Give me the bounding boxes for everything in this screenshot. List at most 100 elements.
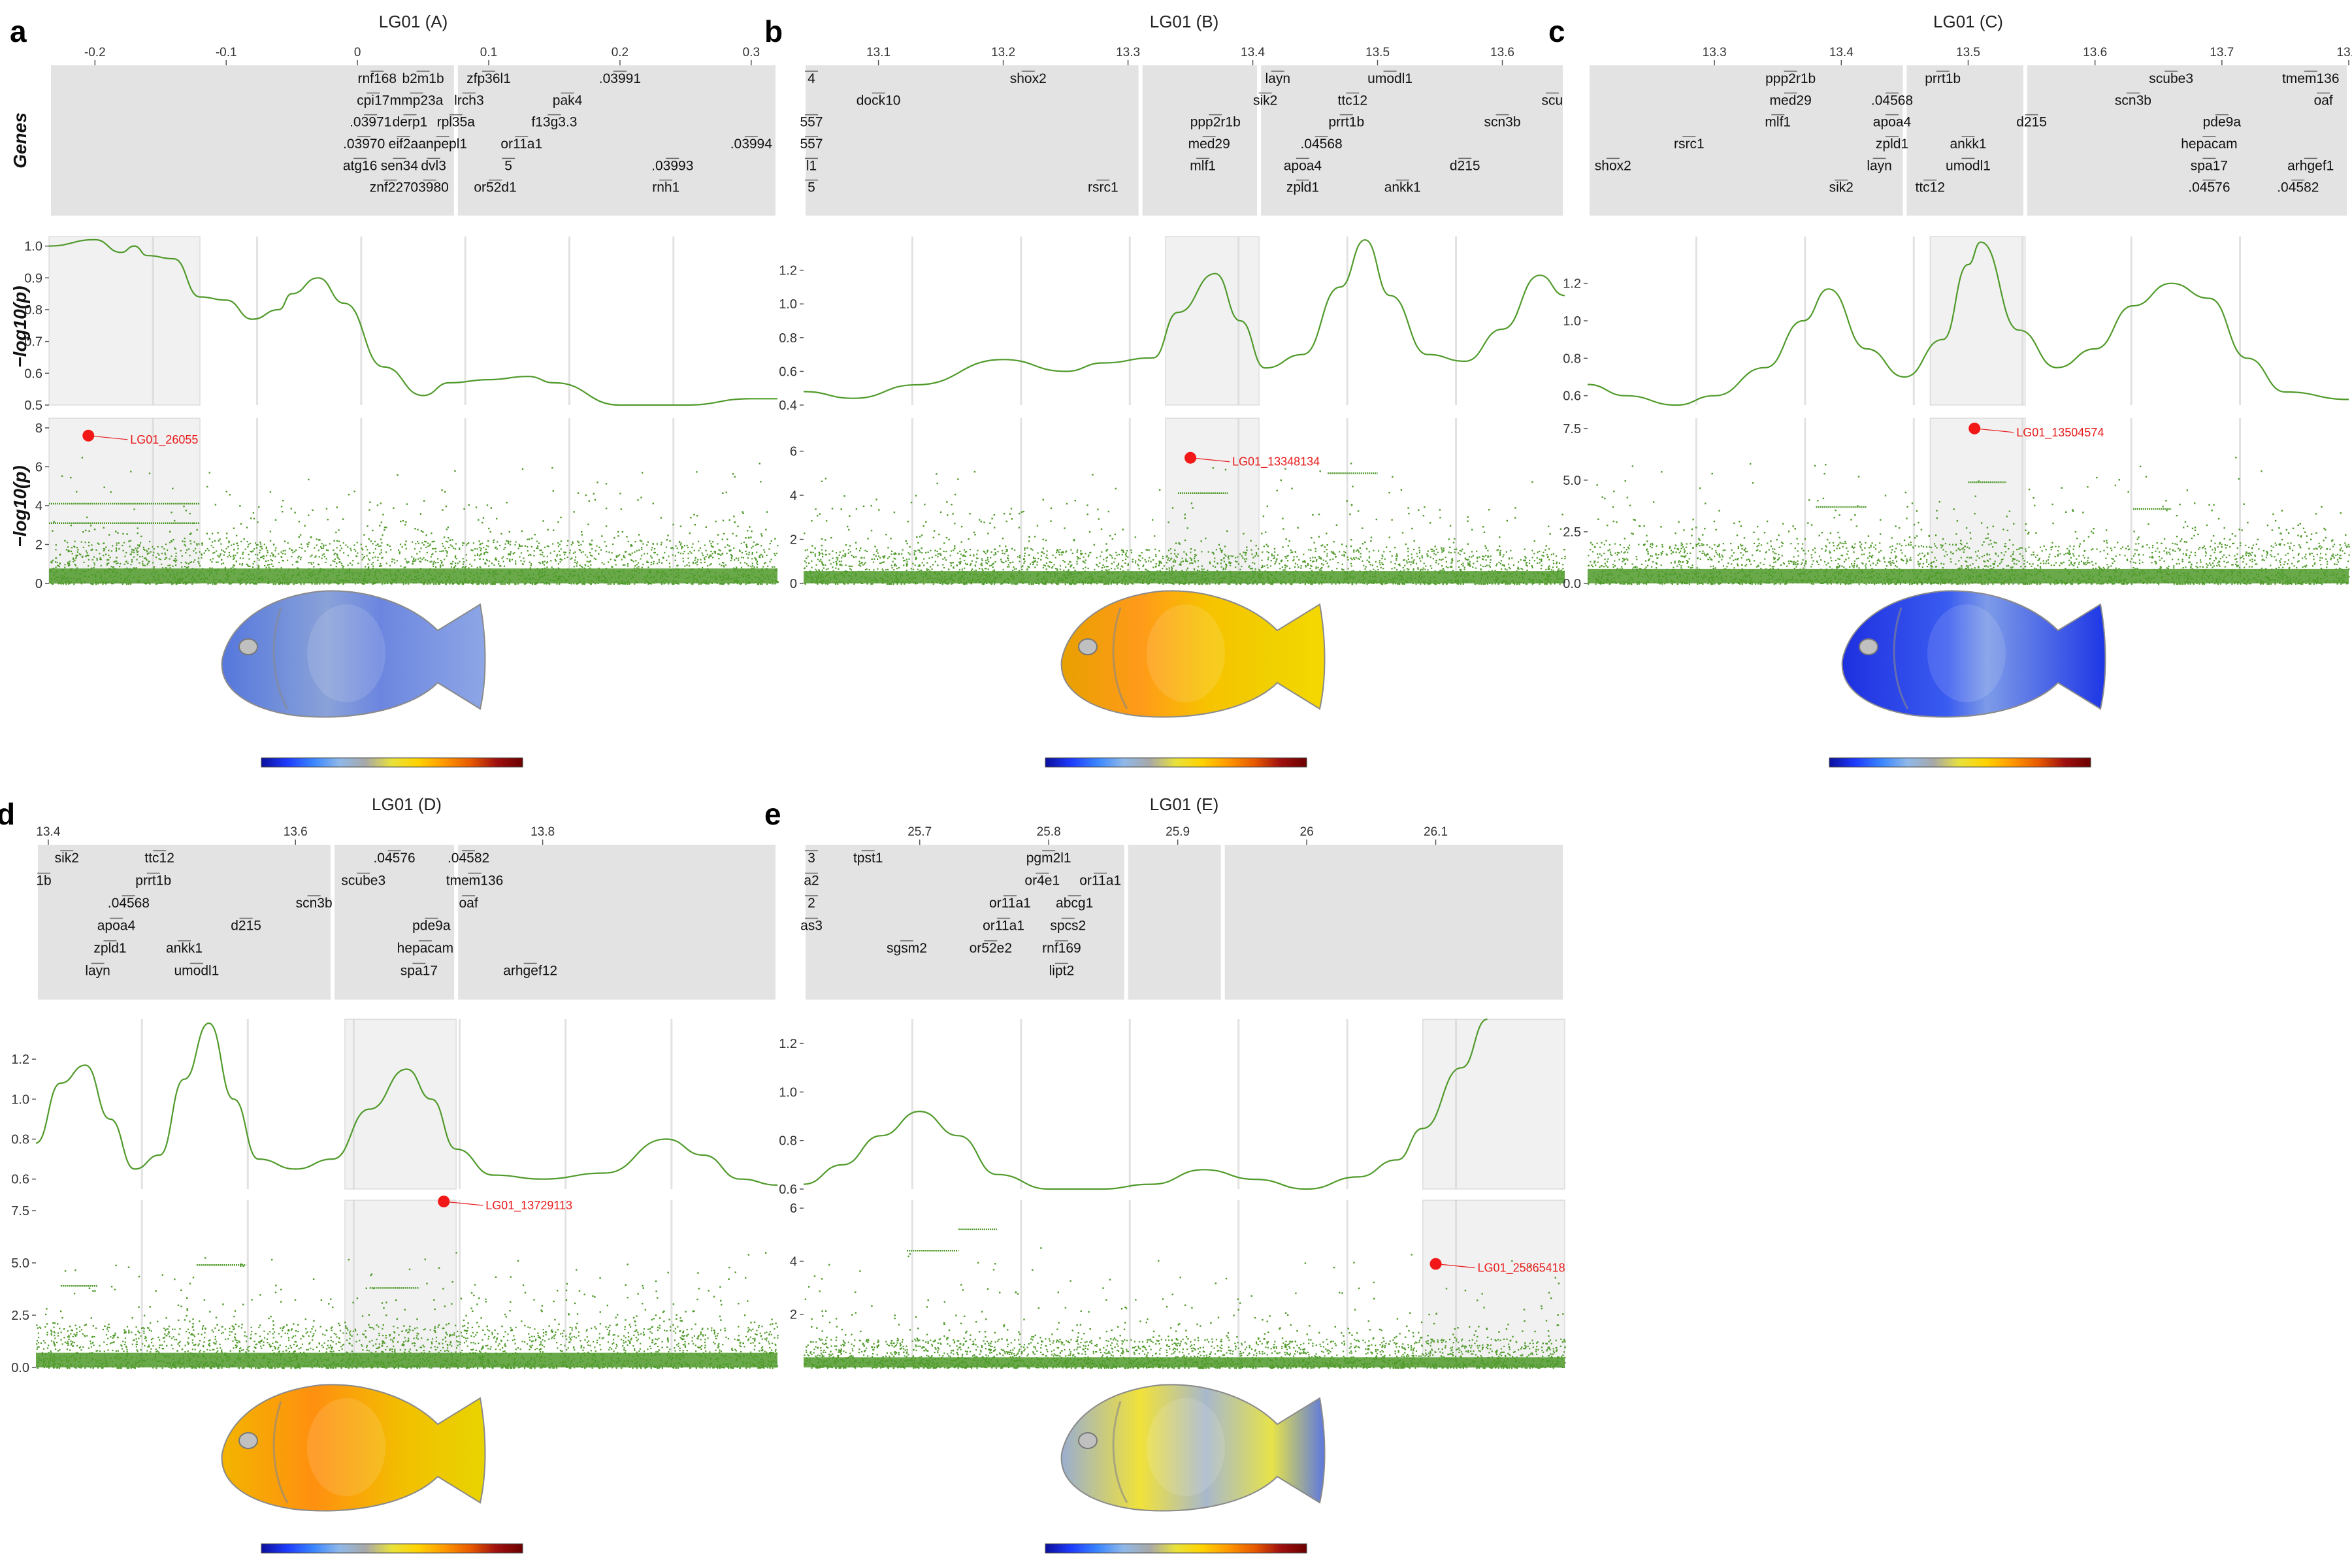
snp-point	[67, 542, 69, 544]
snp-point	[474, 548, 476, 550]
snp-point	[217, 555, 219, 557]
snp-point	[269, 555, 271, 557]
snp-point	[1166, 555, 1168, 557]
snp-point	[1491, 583, 1494, 585]
snp-point	[706, 553, 708, 555]
snp-point	[1351, 559, 1353, 561]
snp-point	[1190, 562, 1192, 564]
snp-point	[1536, 557, 1538, 559]
snp-point	[1432, 558, 1434, 560]
snp-point	[697, 559, 699, 561]
snp-point	[1013, 583, 1015, 585]
snp-point	[117, 532, 119, 534]
fish-gill-line	[272, 607, 289, 710]
snp-point	[222, 562, 225, 564]
snp-point	[589, 567, 591, 569]
snp-point	[251, 551, 253, 553]
y-tick-label: 2	[35, 538, 42, 552]
snp-point	[1478, 556, 1480, 558]
gene-label: or11a1	[500, 137, 542, 152]
fish-body-shade	[307, 604, 385, 702]
snp-point	[926, 562, 928, 564]
snp-point	[1294, 566, 1296, 568]
snp-point	[956, 564, 958, 566]
snp-point	[932, 583, 934, 585]
snp-point	[337, 583, 339, 585]
snp-point	[1102, 564, 1104, 566]
snp-point	[873, 554, 875, 556]
snp-point	[270, 559, 272, 561]
snp-point	[347, 555, 349, 557]
snp-point	[361, 583, 363, 585]
snp-point	[1448, 551, 1450, 553]
snp-point	[188, 548, 190, 550]
snp-point	[650, 555, 652, 557]
snp-point	[535, 583, 537, 585]
snp-point	[248, 544, 250, 546]
snp-point	[1076, 563, 1078, 565]
snp-point	[677, 583, 679, 585]
snp-point	[900, 583, 902, 585]
y-tick-label: 0.6	[779, 365, 797, 379]
snp-point	[539, 549, 541, 551]
snp-point	[683, 545, 685, 547]
snp-point	[190, 543, 192, 545]
snp-point	[576, 583, 578, 585]
snp-point	[1429, 556, 1431, 558]
snp-point	[522, 563, 524, 565]
snp-point	[278, 553, 280, 555]
snp-point	[1160, 562, 1162, 564]
snp-point	[1147, 570, 1149, 572]
snp-point	[447, 527, 449, 529]
snp-point	[538, 542, 540, 544]
snp-point	[1461, 550, 1463, 552]
fish-body	[221, 590, 486, 718]
snp-point	[1442, 558, 1444, 560]
snp-point	[629, 553, 630, 555]
snp-point	[385, 563, 387, 564]
snp-point	[132, 549, 134, 551]
snp-point	[265, 560, 267, 562]
snp-point	[756, 562, 758, 564]
gene-label: b2m1b	[402, 71, 444, 86]
snp-point	[417, 529, 419, 531]
snp-point	[68, 563, 71, 564]
snp-point	[363, 583, 365, 585]
snp-point	[366, 555, 368, 557]
y-tick-label: 1.2	[779, 264, 797, 278]
snp-point	[77, 549, 79, 551]
snp-point	[1248, 566, 1250, 568]
snp-point	[1421, 557, 1423, 559]
snp-point	[433, 563, 434, 565]
snp-point	[129, 553, 131, 555]
snp-point	[1271, 583, 1273, 585]
snp-point	[521, 545, 523, 547]
snp-point	[93, 556, 95, 558]
snp-point	[336, 540, 338, 542]
snp-point	[441, 561, 443, 563]
snp-point	[960, 561, 962, 563]
snp-point	[438, 583, 441, 585]
snp-point	[336, 547, 338, 549]
snp-point	[457, 583, 459, 585]
snp-point	[893, 557, 895, 559]
snp-point	[423, 557, 425, 559]
snp-point	[126, 533, 128, 535]
snp-point	[646, 561, 648, 563]
snp-point	[912, 568, 915, 570]
snp-point	[146, 564, 148, 566]
snp-point	[228, 554, 231, 556]
snp-point	[1139, 555, 1141, 557]
snp-point	[141, 555, 144, 557]
snp-point	[217, 532, 219, 534]
gene-label: ankk1	[1384, 180, 1421, 195]
snp-point	[722, 519, 725, 521]
snp-point	[404, 566, 406, 568]
snp-point	[362, 549, 364, 551]
snp-point	[307, 544, 309, 546]
snp-point	[652, 502, 654, 504]
snp-point	[893, 569, 895, 571]
snp-point	[265, 566, 267, 568]
snp-point	[1424, 568, 1426, 570]
snp-point	[306, 543, 308, 545]
